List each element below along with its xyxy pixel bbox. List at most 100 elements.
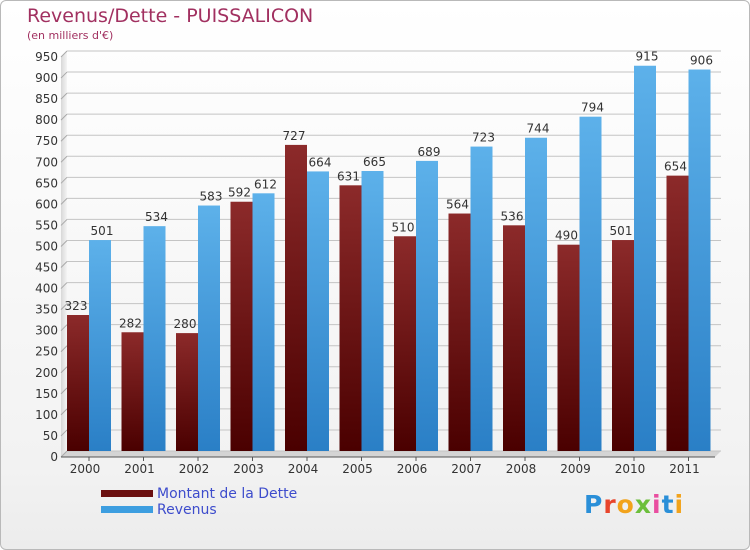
logo-letter: i	[652, 490, 662, 519]
bar-revenue	[307, 171, 329, 451]
data-label-debt: 592	[228, 186, 251, 200]
data-label-debt: 510	[392, 220, 415, 234]
bar-revenue	[416, 160, 438, 452]
data-label-revenue: 583	[200, 190, 223, 204]
x-tick-label: 2002	[179, 462, 210, 476]
data-label-debt: 654	[664, 160, 687, 174]
x-tick-label: 2005	[342, 462, 373, 476]
bar-debt	[230, 201, 253, 451]
legend-label-revenue: Revenus	[157, 502, 217, 518]
legend-label-debt: Montant de la Dette	[157, 486, 298, 502]
gridline-wall	[60, 387, 68, 395]
data-label-debt: 564	[446, 198, 469, 212]
data-label-revenue: 612	[254, 177, 277, 191]
gridline-wall	[60, 240, 68, 247]
chart-floor	[61, 451, 721, 457]
bar-debt	[339, 185, 362, 451]
y-tick-label: 150	[35, 387, 58, 401]
data-label-debt: 323	[65, 299, 88, 313]
x-tick-label: 2008	[506, 462, 537, 476]
bar-revenue	[252, 193, 275, 451]
data-label-revenue: 915	[636, 50, 659, 64]
y-tick-label: 500	[35, 239, 58, 253]
bar-debt	[121, 332, 144, 451]
gridline-wall	[60, 155, 68, 163]
bar-debt	[612, 240, 634, 451]
data-label-revenue: 534	[145, 210, 168, 224]
chart-title: Revenus/Dette - PUISSALICON	[27, 5, 314, 27]
gridline-wall	[60, 429, 68, 437]
x-tick-label: 2010	[615, 462, 646, 476]
logo-letter: P	[584, 490, 604, 519]
y-tick-label: 750	[35, 134, 58, 148]
x-tick-label: 2006	[397, 462, 428, 476]
bar-debt	[176, 333, 198, 451]
bar-revenue	[688, 69, 711, 452]
data-label-debt: 631	[337, 169, 360, 183]
bar-debt	[666, 175, 689, 451]
x-tick-label: 2001	[124, 462, 155, 476]
x-tick-label: 2009	[560, 462, 591, 476]
x-tick-label: 2000	[70, 462, 101, 476]
data-label-debt: 280	[174, 317, 197, 331]
bar-debt	[503, 225, 525, 451]
y-tick-label: 50	[43, 429, 58, 443]
y-tick-label: 250	[35, 345, 58, 359]
y-tick-label: 600	[35, 197, 58, 211]
gridline-wall	[60, 282, 68, 289]
gridline-wall	[60, 198, 68, 205]
gridline-wall	[60, 113, 68, 121]
y-tick-label: 400	[35, 282, 58, 296]
data-label-revenue: 501	[91, 224, 114, 238]
logo-letter: o	[616, 490, 635, 519]
bar-revenue	[361, 171, 384, 451]
logo-letter: x	[634, 490, 652, 519]
bar-revenue	[579, 116, 602, 452]
y-tick-label: 550	[35, 218, 58, 232]
bar-revenue	[198, 205, 220, 451]
data-label-debt: 282	[119, 316, 142, 330]
gridline-wall	[60, 50, 68, 58]
y-tick-label: 850	[35, 92, 58, 106]
bar-revenue	[143, 226, 166, 451]
bar-debt	[448, 213, 471, 451]
bar-debt	[557, 244, 580, 451]
data-label-revenue: 723	[472, 131, 495, 145]
x-tick-label: 2003	[233, 462, 264, 476]
y-tick-label: 100	[35, 408, 58, 422]
y-tick-label: 0	[50, 450, 58, 464]
data-label-debt: 727	[283, 129, 306, 143]
bar-debt	[394, 236, 416, 451]
legend-swatch-revenue	[101, 506, 153, 513]
gridline-wall	[60, 219, 68, 226]
data-label-revenue: 794	[581, 101, 604, 115]
logo-letter: r	[603, 490, 617, 519]
gridline-wall	[60, 303, 68, 310]
y-tick-label: 200	[35, 366, 58, 380]
bar-revenue	[634, 65, 656, 451]
x-tick-label: 2011	[669, 462, 700, 476]
gridline-wall	[60, 450, 68, 458]
data-label-revenue: 664	[309, 155, 332, 169]
x-tick-label: 2004	[288, 462, 319, 476]
proxiti-logo: Proxiti	[584, 490, 684, 519]
bar-revenue	[470, 146, 493, 451]
gridline-wall	[60, 176, 68, 184]
y-tick-label: 900	[35, 71, 58, 85]
y-tick-label: 650	[35, 176, 58, 190]
y-tick-label: 300	[35, 324, 58, 338]
gridline-wall	[60, 71, 68, 79]
chart-wall	[61, 51, 67, 457]
logo-letter: i	[674, 490, 685, 519]
gridline-wall	[60, 261, 68, 268]
bar-debt	[285, 144, 307, 452]
x-tick-label: 2007	[451, 462, 482, 476]
y-tick-label: 350	[35, 303, 58, 317]
data-label-revenue: 665	[363, 155, 386, 169]
legend-swatch-debt	[101, 490, 153, 497]
data-label-debt: 501	[610, 224, 633, 238]
bar-revenue	[89, 240, 111, 451]
data-label-revenue: 906	[690, 54, 713, 68]
